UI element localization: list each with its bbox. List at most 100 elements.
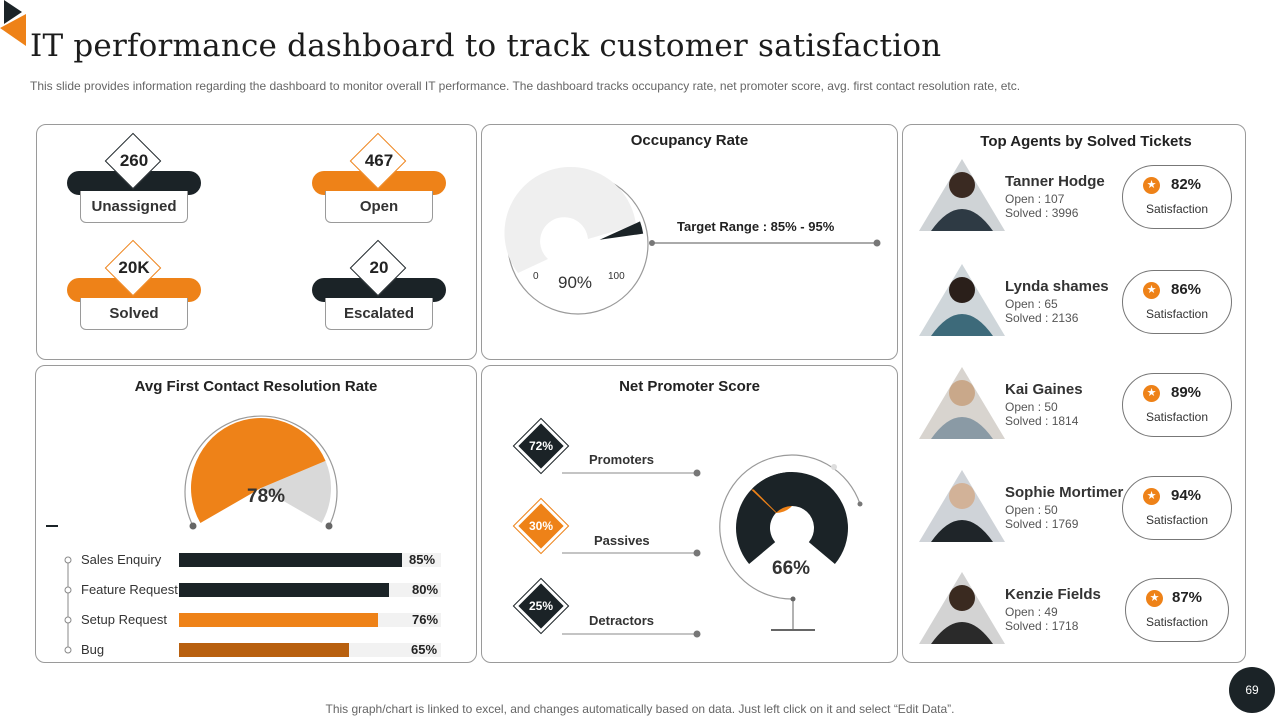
agent-card[interactable]: Kai Gaines Open : 50 Solved : 1814 ★ 89%… [903, 367, 1245, 455]
fcr-gauge-fill [191, 418, 326, 523]
agents-panel: Top Agents by Solved Tickets Tanner Hodg… [902, 124, 1246, 663]
stat-escalated[interactable]: Escalated 20 [312, 239, 446, 340]
fcr-label-feature-request: Feature Request [81, 582, 178, 597]
nps-stand-dot [790, 596, 796, 602]
nps-value-promoters: 72% [528, 439, 554, 453]
stat-value: 20 [369, 258, 389, 277]
gauge-min-label: 0 [533, 271, 539, 282]
occupancy-gauge [504, 166, 881, 315]
satisfaction-label: Satisfaction [1145, 513, 1209, 527]
agent-card[interactable]: Lynda shames Open : 65 Solved : 2136 ★ 8… [903, 264, 1245, 352]
agent-avatar [919, 367, 1005, 439]
page-subtitle: This slide provides information regardin… [30, 79, 1021, 93]
agent-solved: Solved : 2136 [1005, 311, 1079, 325]
nps-chart [562, 454, 863, 638]
nps-value-passives: 30% [528, 519, 554, 533]
satisfaction-label: Satisfaction [1145, 410, 1209, 424]
stat-label: Open [325, 191, 433, 223]
fcr-item-dot [64, 586, 72, 594]
stat-label: Escalated [325, 298, 433, 330]
star-icon: ★ [1143, 488, 1160, 505]
satisfaction-value: 87% [1172, 589, 1203, 606]
star-icon: ★ [1143, 177, 1160, 194]
agent-open: Open : 107 [1005, 192, 1065, 206]
agent-card[interactable]: Tanner Hodge Open : 107 Solved : 3996 ★ … [903, 159, 1245, 247]
agent-open: Open : 50 [1005, 400, 1058, 414]
agent-solved: Solved : 1769 [1005, 517, 1079, 531]
nps-line-end [693, 630, 701, 638]
satisfaction-label: Satisfaction [1145, 615, 1209, 629]
fcr-label-setup-request: Setup Request [81, 612, 168, 627]
satisfaction-pill: ★ 82% Satisfaction [1122, 165, 1232, 229]
fcr-track [179, 643, 441, 657]
stat-open[interactable]: Open 467 [312, 132, 446, 233]
fcr-track [179, 553, 441, 567]
gauge-max-label: 100 [608, 271, 625, 282]
fcr-title: Avg First Contact Resolution Rate [134, 378, 378, 395]
agent-solved: Solved : 1718 [1005, 619, 1079, 633]
agent-name: Lynda shames [1005, 278, 1109, 295]
agent-open: Open : 50 [1005, 503, 1058, 517]
fcr-track [179, 583, 441, 597]
stat-value: 260 [119, 151, 149, 170]
fcr-gauge-end-left [189, 522, 197, 530]
agent-avatar [919, 470, 1005, 542]
occupancy-title: Occupancy Rate [630, 132, 749, 149]
target-line-end [873, 239, 881, 247]
agent-card[interactable]: Kenzie Fields Open : 49 Solved : 1718 ★ … [903, 572, 1245, 660]
agent-card[interactable]: Sophie Mortimer Open : 50 Solved : 1769 … [903, 470, 1245, 558]
target-range: Target Range : 85% - 95% [677, 219, 835, 234]
fcr-chart [46, 415, 338, 654]
nps-line-end [693, 469, 701, 477]
ticket-stats-panel: Unassigned 260 Open 467 Solved 20K Escal… [36, 124, 477, 360]
nps-gauge-value: 66% [772, 558, 811, 579]
fcr-bar-sales-enquiry [179, 553, 402, 567]
agent-open: Open : 65 [1005, 297, 1058, 311]
nps-gauge-dot [831, 464, 837, 470]
satisfaction-pill: ★ 87% Satisfaction [1125, 578, 1229, 642]
nps-gauge-outline [719, 454, 861, 600]
fcr-bar-feature-request [179, 583, 389, 597]
nps-gauge-dot [857, 501, 863, 507]
stat-label: Unassigned [80, 191, 188, 223]
page-number: 69 [1229, 667, 1275, 713]
fcr-bar-setup-request [179, 613, 379, 627]
satisfaction-label: Satisfaction [1145, 202, 1209, 216]
agent-name: Sophie Mortimer [1005, 484, 1124, 501]
satisfaction-value: 82% [1171, 176, 1202, 193]
occupancy-value: 90% [558, 273, 593, 292]
nps-label-detractors: Detractors [589, 613, 655, 628]
footer-note: This graph/chart is linked to excel, and… [325, 702, 955, 716]
stat-solved[interactable]: Solved 20K [67, 239, 201, 340]
agents-title: Top Agents by Solved Tickets [980, 133, 1192, 150]
agent-avatar [919, 264, 1005, 336]
stat-label: Solved [80, 298, 188, 330]
fcr-value-sales-enquiry: 85% [409, 552, 436, 567]
fcr-track [179, 613, 441, 627]
stat-unassigned[interactable]: Unassigned 260 [67, 132, 201, 233]
stat-value: 467 [364, 151, 394, 170]
gauge-track [504, 166, 636, 273]
fcr-item-dot [64, 616, 72, 624]
fcr-value-feature-request: 80% [412, 582, 439, 597]
nps-gauge-dark-right [752, 471, 849, 564]
fcr-item-dot [64, 556, 72, 564]
target-line-start [649, 240, 655, 246]
nps-panel: Net Promoter Score 72% Promoters 30% Pas… [481, 365, 898, 663]
fcr-gauge-value: 78% [247, 486, 286, 507]
star-icon: ★ [1143, 385, 1160, 402]
agent-solved: Solved : 1814 [1005, 414, 1079, 428]
fcr-value-setup-request: 76% [412, 612, 439, 627]
agent-name: Kai Gaines [1005, 381, 1083, 398]
fcr-gauge-outline [184, 415, 338, 527]
agent-open: Open : 49 [1005, 605, 1058, 619]
satisfaction-label: Satisfaction [1145, 307, 1209, 321]
occupancy-panel: Occupancy Rate 0 100 90% Target Range : … [481, 124, 898, 360]
nps-label-passives: Passives [594, 533, 650, 548]
fcr-panel: Avg First Contact Resolution Rate 78% Sa… [35, 365, 477, 663]
nps-label-promoters: Promoters [589, 452, 655, 467]
fcr-bar-bug [179, 643, 350, 657]
fcr-label-bug: Bug [81, 642, 105, 657]
satisfaction-pill: ★ 86% Satisfaction [1122, 270, 1232, 334]
fcr-gauge-end-right [325, 522, 333, 530]
